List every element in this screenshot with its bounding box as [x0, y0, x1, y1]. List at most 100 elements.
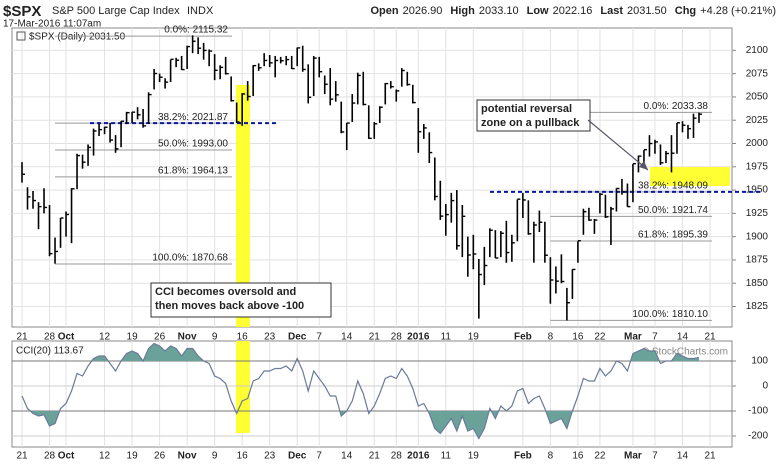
x-tick-label: 21 [16, 332, 28, 343]
quote-value: 2033.10 [479, 5, 519, 17]
quote-label: Low [527, 5, 549, 17]
x-tick-label: 11 [441, 332, 452, 343]
x-tick-label: 7 [316, 332, 322, 343]
x-tick-label: 28 [44, 332, 56, 343]
x-tick-label: 22 [594, 451, 606, 462]
x-tick-label: 19 [468, 332, 480, 343]
y-tick-label: 1950 [746, 185, 769, 196]
x-tick-label: 16 [237, 332, 249, 343]
highlight [236, 341, 250, 433]
x-tick-label: 9 [212, 451, 218, 462]
x-tick-label: Mar [624, 451, 642, 462]
fib-label: 38.2%: 2021.87 [158, 112, 228, 123]
quote-label: Last [600, 5, 623, 17]
x-tick-label: 8 [548, 332, 554, 343]
quote: Open 2026.90 High 2033.10 Low 2022.16 Last 2031… [371, 5, 777, 17]
x-tick-label: Feb [514, 332, 532, 343]
x-tick-label: 19 [127, 332, 139, 343]
fib-label: 50.0%: 1921.74 [638, 205, 708, 216]
series-label: $SPX (Daily) 2031.50 [29, 32, 126, 43]
index-name: S&P 500 Large Cap Index [52, 5, 180, 17]
x-tick-label: 21 [704, 451, 716, 462]
x-tick-label: 14 [341, 332, 353, 343]
annotation-text: then moves back above -100 [155, 300, 304, 312]
y-tick-label: 1900 [746, 231, 769, 242]
fib-label: 38.2%: 1948.09 [638, 180, 708, 191]
annotation-text: CCI becomes oversold and [155, 286, 296, 298]
cci-overbought-fill [22, 343, 699, 361]
fib-label: 61.8%: 1964.13 [158, 166, 228, 177]
quote-value: 2031.50 [627, 5, 667, 17]
x-tick-label: 22 [594, 332, 606, 343]
exchange: INDX [187, 5, 214, 17]
x-tick-label: Nov [178, 332, 197, 343]
highlight [236, 85, 250, 327]
x-tick-label: Oct [58, 451, 75, 462]
x-tick-label: 7 [652, 451, 658, 462]
x-tick-label: 2016 [407, 451, 430, 462]
annotation-text: zone on a pullback [481, 117, 580, 129]
x-tick-label: 28 [44, 451, 56, 462]
quote-value: 2026.90 [403, 5, 443, 17]
x-tick-label: 19 [127, 451, 139, 462]
y-tick-label: 2025 [746, 115, 769, 126]
y-tick-label: 1975 [746, 161, 769, 172]
x-tick-label: 26 [154, 332, 166, 343]
x-tick-label: 26 [154, 451, 166, 462]
y-tick-label: 1850 [746, 278, 769, 289]
x-tick-label: Feb [514, 451, 532, 462]
cci-tick-label: 0 [762, 381, 768, 392]
x-tick-label: 28 [391, 332, 403, 343]
y-tick-label: 1875 [746, 255, 769, 266]
fib-label: 50.0%: 1993.00 [158, 139, 228, 150]
x-tick-label: Nov [178, 451, 197, 462]
fib-label: 100.0%: 1870.68 [152, 253, 228, 264]
x-tick-label: 21 [369, 332, 381, 343]
x-tick-label: 21 [369, 451, 381, 462]
y-tick-label: 2050 [746, 92, 769, 103]
y-tick-label: 1925 [746, 208, 769, 219]
x-tick-label: 16 [572, 451, 584, 462]
price-panel [11, 27, 733, 328]
x-tick-label: 14 [677, 451, 689, 462]
fib-label: 0.0%: 2033.38 [644, 101, 709, 112]
legend-icon [16, 31, 26, 41]
arrow-head [639, 161, 648, 170]
quote-label: High [450, 5, 475, 17]
watermark: © StockCharts.com [642, 347, 728, 358]
y-tick-label: 2100 [746, 45, 769, 56]
x-tick-label: 19 [468, 451, 480, 462]
x-tick-label: 11 [441, 451, 452, 462]
cci-panel [11, 340, 733, 448]
x-tick-label: 14 [677, 332, 689, 343]
quote-value: 2022.16 [553, 5, 593, 17]
x-tick-label: Dec [288, 451, 307, 462]
quote-value: +4.28 (+0.21%) [700, 5, 776, 17]
y-tick-label: 2000 [746, 138, 769, 149]
x-tick-label: 23 [264, 332, 276, 343]
x-tick-label: 12 [99, 332, 111, 343]
y-tick-label: 2075 [746, 68, 769, 79]
annotation-text: potential reversal [481, 103, 572, 115]
annotation-box [150, 282, 332, 318]
cci-tick-label: -100 [748, 406, 768, 417]
x-tick-label: 16 [237, 451, 249, 462]
fib-label: 61.8%: 1895.39 [638, 230, 708, 241]
x-tick-label: 8 [548, 451, 554, 462]
x-tick-label: Dec [288, 332, 307, 343]
x-tick-label: 16 [572, 332, 584, 343]
x-tick-label: 2016 [407, 332, 430, 343]
cci-label: CCI(20) 113.67 [16, 346, 84, 357]
cci-tick-label: -200 [748, 431, 768, 442]
x-tick-label: 9 [212, 332, 218, 343]
symbol: $SPX [3, 3, 41, 20]
x-tick-label: 21 [16, 451, 28, 462]
annotation-box [476, 99, 591, 132]
x-tick-label: 21 [704, 332, 716, 343]
fib-label: 100.0%: 1810.10 [632, 309, 708, 320]
timestamp: 17-Mar-2016 11:07am [3, 19, 101, 30]
x-tick-label: 7 [316, 451, 322, 462]
x-tick-label: Mar [624, 332, 642, 343]
x-tick-label: 28 [391, 451, 403, 462]
